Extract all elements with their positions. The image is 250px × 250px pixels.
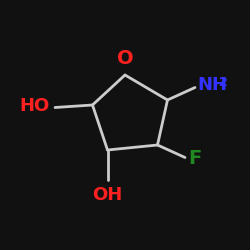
Text: HO: HO xyxy=(20,97,50,115)
Text: NH: NH xyxy=(198,76,228,94)
Text: O: O xyxy=(117,48,133,68)
Text: F: F xyxy=(189,149,202,168)
Text: OH: OH xyxy=(92,186,122,204)
Text: 2: 2 xyxy=(219,76,228,89)
